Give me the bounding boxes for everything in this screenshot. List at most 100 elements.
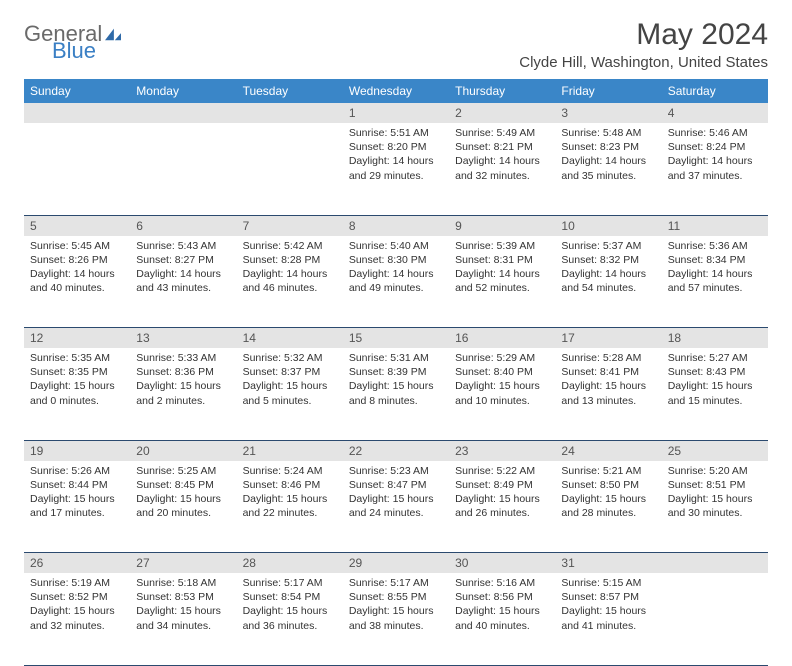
day-details: Sunrise: 5:43 AMSunset: 8:27 PMDaylight:… <box>130 236 236 302</box>
day-details: Sunrise: 5:31 AMSunset: 8:39 PMDaylight:… <box>343 348 449 414</box>
day-details: Sunrise: 5:42 AMSunset: 8:28 PMDaylight:… <box>237 236 343 302</box>
day-content-cell: Sunrise: 5:24 AMSunset: 8:46 PMDaylight:… <box>237 461 343 553</box>
day-number-cell <box>662 553 768 574</box>
logo: GeneralBlue <box>24 24 123 62</box>
day-number-cell: 11 <box>662 215 768 236</box>
weekday-header: Friday <box>555 79 661 103</box>
day-number-cell: 10 <box>555 215 661 236</box>
day-content-row: Sunrise: 5:35 AMSunset: 8:35 PMDaylight:… <box>24 348 768 440</box>
day-content-row: Sunrise: 5:26 AMSunset: 8:44 PMDaylight:… <box>24 461 768 553</box>
day-details: Sunrise: 5:32 AMSunset: 8:37 PMDaylight:… <box>237 348 343 414</box>
day-details: Sunrise: 5:24 AMSunset: 8:46 PMDaylight:… <box>237 461 343 527</box>
day-content-cell: Sunrise: 5:46 AMSunset: 8:24 PMDaylight:… <box>662 123 768 215</box>
day-number-cell: 9 <box>449 215 555 236</box>
day-content-cell: Sunrise: 5:20 AMSunset: 8:51 PMDaylight:… <box>662 461 768 553</box>
day-content-cell: Sunrise: 5:26 AMSunset: 8:44 PMDaylight:… <box>24 461 130 553</box>
day-details: Sunrise: 5:33 AMSunset: 8:36 PMDaylight:… <box>130 348 236 414</box>
day-number-cell: 7 <box>237 215 343 236</box>
weekday-header: Monday <box>130 79 236 103</box>
day-content-cell: Sunrise: 5:27 AMSunset: 8:43 PMDaylight:… <box>662 348 768 440</box>
day-number-cell: 18 <box>662 328 768 349</box>
day-content-cell: Sunrise: 5:45 AMSunset: 8:26 PMDaylight:… <box>24 236 130 328</box>
day-content-cell: Sunrise: 5:22 AMSunset: 8:49 PMDaylight:… <box>449 461 555 553</box>
day-content-cell <box>130 123 236 215</box>
day-details: Sunrise: 5:45 AMSunset: 8:26 PMDaylight:… <box>24 236 130 302</box>
day-content-cell: Sunrise: 5:16 AMSunset: 8:56 PMDaylight:… <box>449 573 555 665</box>
day-details: Sunrise: 5:27 AMSunset: 8:43 PMDaylight:… <box>662 348 768 414</box>
day-details: Sunrise: 5:48 AMSunset: 8:23 PMDaylight:… <box>555 123 661 189</box>
day-content-cell: Sunrise: 5:39 AMSunset: 8:31 PMDaylight:… <box>449 236 555 328</box>
location: Clyde Hill, Washington, United States <box>519 54 768 71</box>
day-content-cell: Sunrise: 5:49 AMSunset: 8:21 PMDaylight:… <box>449 123 555 215</box>
day-number-row: 1234 <box>24 103 768 123</box>
day-content-cell: Sunrise: 5:33 AMSunset: 8:36 PMDaylight:… <box>130 348 236 440</box>
logo-text-blue: Blue <box>52 41 123 62</box>
day-content-row: Sunrise: 5:19 AMSunset: 8:52 PMDaylight:… <box>24 573 768 665</box>
day-content-cell: Sunrise: 5:19 AMSunset: 8:52 PMDaylight:… <box>24 573 130 665</box>
day-number-cell: 8 <box>343 215 449 236</box>
day-details: Sunrise: 5:19 AMSunset: 8:52 PMDaylight:… <box>24 573 130 639</box>
day-details: Sunrise: 5:49 AMSunset: 8:21 PMDaylight:… <box>449 123 555 189</box>
day-content-cell: Sunrise: 5:17 AMSunset: 8:55 PMDaylight:… <box>343 573 449 665</box>
title-block: May 2024 Clyde Hill, Washington, United … <box>519 18 768 71</box>
day-details: Sunrise: 5:17 AMSunset: 8:54 PMDaylight:… <box>237 573 343 639</box>
day-number-cell: 24 <box>555 440 661 461</box>
day-number-row: 12131415161718 <box>24 328 768 349</box>
day-content-cell <box>237 123 343 215</box>
weekday-header: Sunday <box>24 79 130 103</box>
day-number-row: 262728293031 <box>24 553 768 574</box>
day-number-cell: 21 <box>237 440 343 461</box>
day-details: Sunrise: 5:28 AMSunset: 8:41 PMDaylight:… <box>555 348 661 414</box>
day-number-cell <box>237 103 343 123</box>
day-details: Sunrise: 5:40 AMSunset: 8:30 PMDaylight:… <box>343 236 449 302</box>
day-number-cell: 14 <box>237 328 343 349</box>
day-number-cell: 16 <box>449 328 555 349</box>
day-number-cell: 5 <box>24 215 130 236</box>
day-number-cell: 6 <box>130 215 236 236</box>
day-content-cell: Sunrise: 5:37 AMSunset: 8:32 PMDaylight:… <box>555 236 661 328</box>
day-content-row: Sunrise: 5:45 AMSunset: 8:26 PMDaylight:… <box>24 236 768 328</box>
day-details: Sunrise: 5:35 AMSunset: 8:35 PMDaylight:… <box>24 348 130 414</box>
day-content-cell: Sunrise: 5:48 AMSunset: 8:23 PMDaylight:… <box>555 123 661 215</box>
day-details: Sunrise: 5:15 AMSunset: 8:57 PMDaylight:… <box>555 573 661 639</box>
day-content-cell: Sunrise: 5:25 AMSunset: 8:45 PMDaylight:… <box>130 461 236 553</box>
day-details: Sunrise: 5:22 AMSunset: 8:49 PMDaylight:… <box>449 461 555 527</box>
day-details: Sunrise: 5:51 AMSunset: 8:20 PMDaylight:… <box>343 123 449 189</box>
day-content-cell: Sunrise: 5:40 AMSunset: 8:30 PMDaylight:… <box>343 236 449 328</box>
day-content-cell <box>24 123 130 215</box>
day-details: Sunrise: 5:20 AMSunset: 8:51 PMDaylight:… <box>662 461 768 527</box>
day-details: Sunrise: 5:18 AMSunset: 8:53 PMDaylight:… <box>130 573 236 639</box>
weekday-header: Wednesday <box>343 79 449 103</box>
day-content-cell: Sunrise: 5:42 AMSunset: 8:28 PMDaylight:… <box>237 236 343 328</box>
day-content-cell: Sunrise: 5:51 AMSunset: 8:20 PMDaylight:… <box>343 123 449 215</box>
day-content-cell: Sunrise: 5:29 AMSunset: 8:40 PMDaylight:… <box>449 348 555 440</box>
day-number-cell: 13 <box>130 328 236 349</box>
day-content-cell: Sunrise: 5:35 AMSunset: 8:35 PMDaylight:… <box>24 348 130 440</box>
day-content-cell: Sunrise: 5:31 AMSunset: 8:39 PMDaylight:… <box>343 348 449 440</box>
day-details: Sunrise: 5:26 AMSunset: 8:44 PMDaylight:… <box>24 461 130 527</box>
day-content-row: Sunrise: 5:51 AMSunset: 8:20 PMDaylight:… <box>24 123 768 215</box>
day-content-cell: Sunrise: 5:15 AMSunset: 8:57 PMDaylight:… <box>555 573 661 665</box>
weekday-header: Thursday <box>449 79 555 103</box>
day-number-cell: 31 <box>555 553 661 574</box>
day-details: Sunrise: 5:39 AMSunset: 8:31 PMDaylight:… <box>449 236 555 302</box>
day-content-cell: Sunrise: 5:17 AMSunset: 8:54 PMDaylight:… <box>237 573 343 665</box>
day-number-cell: 1 <box>343 103 449 123</box>
day-content-cell: Sunrise: 5:18 AMSunset: 8:53 PMDaylight:… <box>130 573 236 665</box>
day-number-cell: 27 <box>130 553 236 574</box>
day-number-cell: 22 <box>343 440 449 461</box>
day-content-cell: Sunrise: 5:32 AMSunset: 8:37 PMDaylight:… <box>237 348 343 440</box>
weekday-header: Tuesday <box>237 79 343 103</box>
day-number-cell: 19 <box>24 440 130 461</box>
day-details: Sunrise: 5:46 AMSunset: 8:24 PMDaylight:… <box>662 123 768 189</box>
day-number-cell: 3 <box>555 103 661 123</box>
day-number-cell: 12 <box>24 328 130 349</box>
day-details: Sunrise: 5:37 AMSunset: 8:32 PMDaylight:… <box>555 236 661 302</box>
calendar-table: SundayMondayTuesdayWednesdayThursdayFrid… <box>24 79 768 666</box>
day-number-cell <box>130 103 236 123</box>
day-number-cell: 30 <box>449 553 555 574</box>
weekday-header-row: SundayMondayTuesdayWednesdayThursdayFrid… <box>24 79 768 103</box>
month-title: May 2024 <box>519 18 768 52</box>
weekday-header: Saturday <box>662 79 768 103</box>
day-details: Sunrise: 5:23 AMSunset: 8:47 PMDaylight:… <box>343 461 449 527</box>
